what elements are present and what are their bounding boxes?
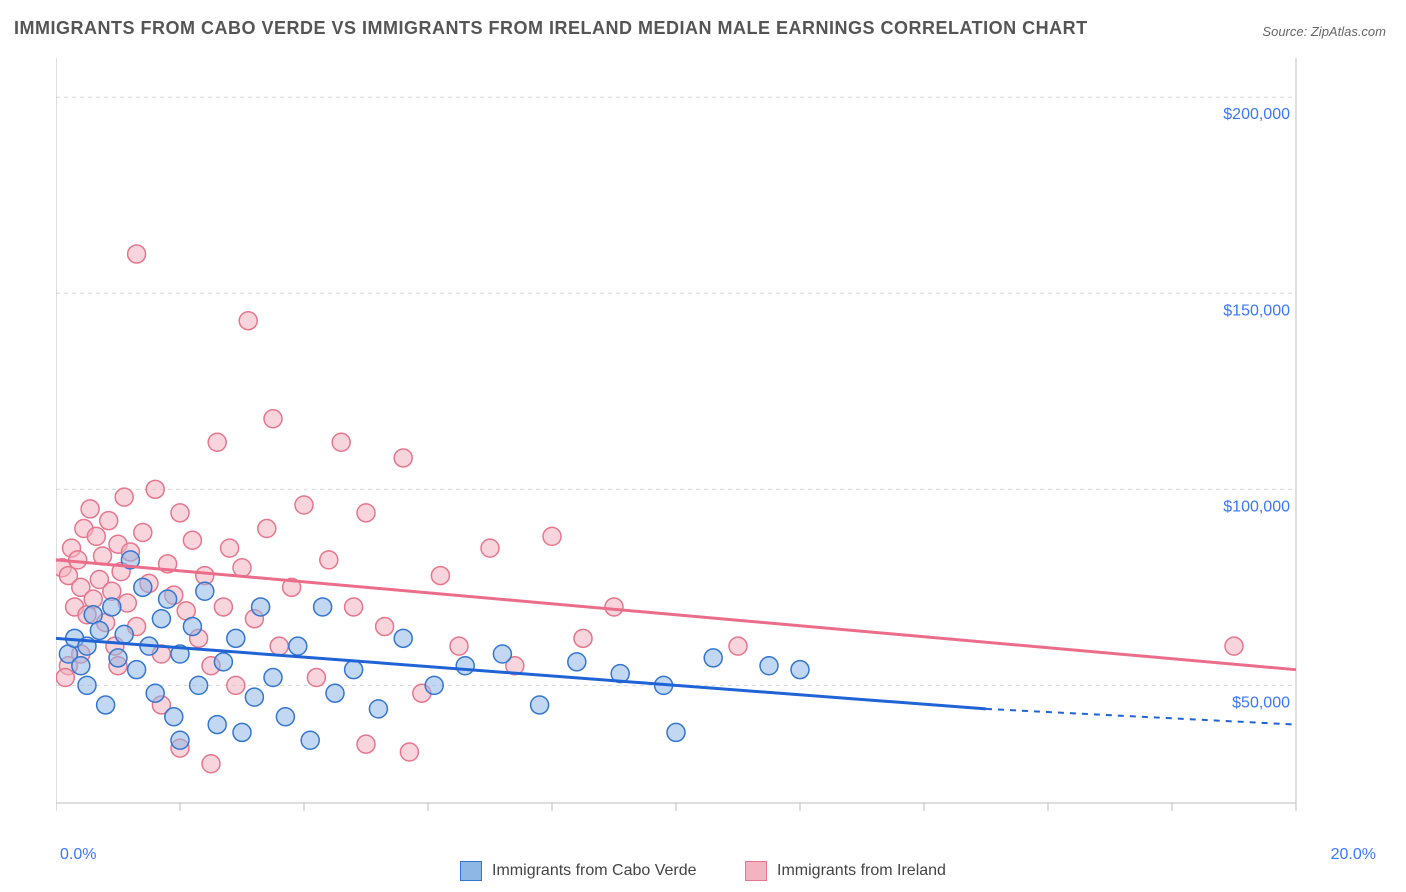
legend-label-blue: Immigrants from Cabo Verde	[492, 862, 697, 880]
ticks-x	[56, 803, 1296, 811]
svg-text:$50,000: $50,000	[1232, 694, 1290, 711]
swatch-blue-icon	[460, 861, 482, 881]
legend-label-pink: Immigrants from Ireland	[777, 862, 946, 880]
chart-title: IMMIGRANTS FROM CABO VERDE VS IMMIGRANTS…	[14, 18, 1088, 39]
scatter-chart: $50,000 $100,000 $150,000 $200,000	[56, 58, 1376, 818]
svg-text:$200,000: $200,000	[1223, 106, 1290, 123]
chart-area: $50,000 $100,000 $150,000 $200,000	[56, 58, 1376, 818]
svg-text:$100,000: $100,000	[1223, 498, 1290, 515]
svg-text:$150,000: $150,000	[1223, 302, 1290, 319]
legend-item-pink: Immigrants from Ireland	[745, 861, 946, 881]
source-attribution: Source: ZipAtlas.com	[1262, 24, 1386, 39]
source-name: ZipAtlas.com	[1311, 24, 1386, 39]
bottom-legend: Immigrants from Cabo Verde Immigrants fr…	[0, 861, 1406, 886]
legend-item-blue: Immigrants from Cabo Verde	[460, 861, 697, 881]
swatch-pink-icon	[745, 861, 767, 881]
source-prefix: Source:	[1262, 24, 1307, 39]
